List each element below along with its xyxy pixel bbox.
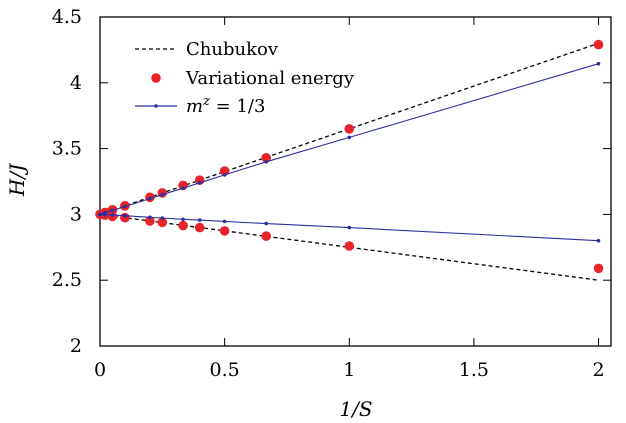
series-2-point [347, 135, 352, 140]
series-layer [95, 39, 604, 281]
series-2-point [98, 212, 102, 217]
series-2-point [197, 181, 202, 185]
series-2-point [264, 221, 269, 226]
series-2-point [148, 196, 152, 201]
series-2-point [347, 225, 352, 230]
series-2-point [110, 208, 115, 213]
y-tick-label: 4.5 [52, 6, 82, 28]
x-tick-label: 1 [343, 359, 355, 381]
x-tick-label: 1.5 [459, 359, 489, 381]
series-1-point [344, 124, 355, 134]
legend: Chubukov Variational energy mz = 1/3 [135, 39, 355, 117]
series-2-point [181, 186, 185, 190]
series-1-point [593, 39, 604, 50]
series-1-point [157, 217, 168, 228]
series-2-point [181, 217, 185, 222]
series-2-point [596, 238, 601, 243]
y-tick-label: 3 [70, 203, 82, 225]
tick-labels: 0 0.5 1 1.5 2 2 2.5 3 3.5 4 4.5 [52, 6, 605, 381]
y-axis-label: H/J [5, 163, 29, 197]
x-tick-label: 2 [592, 359, 604, 381]
y-tick-label: 2 [70, 335, 82, 357]
series-2-point [103, 212, 107, 217]
x-axis-label: 1/S [339, 397, 372, 421]
axis-ticks [99, 16, 611, 347]
y-tick-label: 4 [70, 72, 82, 94]
series-1-point [219, 166, 230, 176]
series-2-point [148, 215, 152, 220]
series-1-point [145, 216, 155, 226]
x-tick-label: 0 [94, 359, 106, 381]
series-2-point [222, 173, 227, 177]
series-1-point [344, 241, 355, 251]
plot-frame [99, 16, 612, 347]
series-2-point [197, 218, 202, 222]
series-2-point [596, 61, 601, 66]
series-1-point [219, 226, 230, 236]
series-2-point [264, 160, 269, 164]
series-2-point [110, 213, 115, 217]
series-1-point [593, 263, 604, 274]
series-2-point [222, 219, 227, 224]
legend-variational-swatch [151, 73, 161, 83]
series-1-point [194, 222, 205, 233]
x-tick-label: 0.5 [210, 359, 240, 381]
legend-mz-swatch-marker [154, 104, 158, 108]
y-tick-label: 3.5 [52, 138, 82, 160]
series-1-point [261, 153, 272, 163]
series-1-point [261, 231, 272, 241]
y-tick-label: 2.5 [52, 269, 82, 291]
legend-variational-label: Variational energy [185, 68, 355, 89]
legend-mz-label: mz = 1/3 [186, 94, 265, 117]
series-2-point [160, 192, 165, 197]
series-1-point [178, 220, 188, 231]
series-2-point [123, 213, 127, 218]
series-2-point [123, 204, 127, 209]
legend-chubukov-label: Chubukov [186, 39, 279, 60]
series-2-point [160, 216, 165, 220]
plot-border [99, 16, 612, 347]
